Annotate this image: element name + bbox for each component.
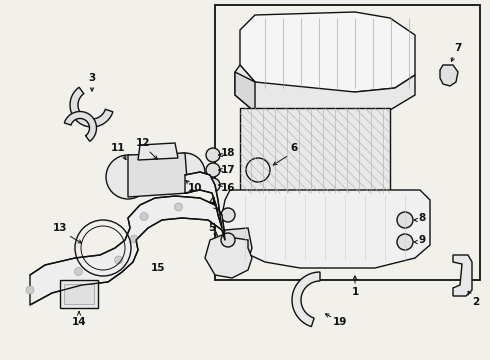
Text: 14: 14 [72,317,86,327]
Polygon shape [128,153,188,197]
Polygon shape [205,235,252,278]
Text: 16: 16 [221,183,235,193]
Text: 8: 8 [418,213,426,223]
Polygon shape [138,143,178,160]
Text: 3: 3 [88,73,96,83]
Text: 4: 4 [208,197,216,207]
Circle shape [130,235,138,243]
Polygon shape [235,65,415,115]
Bar [215,5,480,280]
Polygon shape [64,112,97,141]
Text: 6: 6 [291,143,297,153]
Text: 5: 5 [208,223,216,233]
Text: 17: 17 [220,165,235,175]
Circle shape [26,286,34,294]
Polygon shape [70,87,113,127]
Text: 11: 11 [111,143,125,153]
Text: 18: 18 [221,148,235,158]
Text: 7: 7 [454,43,462,53]
Circle shape [165,153,205,193]
Circle shape [140,212,148,220]
Circle shape [206,178,220,192]
Circle shape [221,233,235,247]
Polygon shape [440,65,458,86]
Polygon shape [292,272,320,327]
Circle shape [206,163,220,177]
Polygon shape [185,172,222,228]
Polygon shape [30,196,225,305]
Polygon shape [222,190,430,268]
Circle shape [246,158,270,182]
Circle shape [174,203,182,211]
Polygon shape [235,72,255,112]
Polygon shape [240,12,415,92]
Circle shape [221,208,235,222]
Circle shape [397,234,413,250]
Text: 19: 19 [333,317,347,327]
Text: 1: 1 [351,287,359,297]
Polygon shape [222,228,252,260]
Text: 9: 9 [418,235,425,245]
Text: 15: 15 [151,263,165,273]
Circle shape [206,148,220,162]
Circle shape [397,212,413,228]
Circle shape [115,256,122,264]
Circle shape [74,267,82,275]
Bar [60,280,98,308]
Text: 12: 12 [136,138,150,148]
Bar [64,284,94,304]
Circle shape [106,155,150,199]
Bar [240,108,390,193]
Text: 13: 13 [53,223,67,233]
Text: 2: 2 [472,297,480,307]
Text: 10: 10 [188,183,202,193]
Polygon shape [453,255,472,296]
